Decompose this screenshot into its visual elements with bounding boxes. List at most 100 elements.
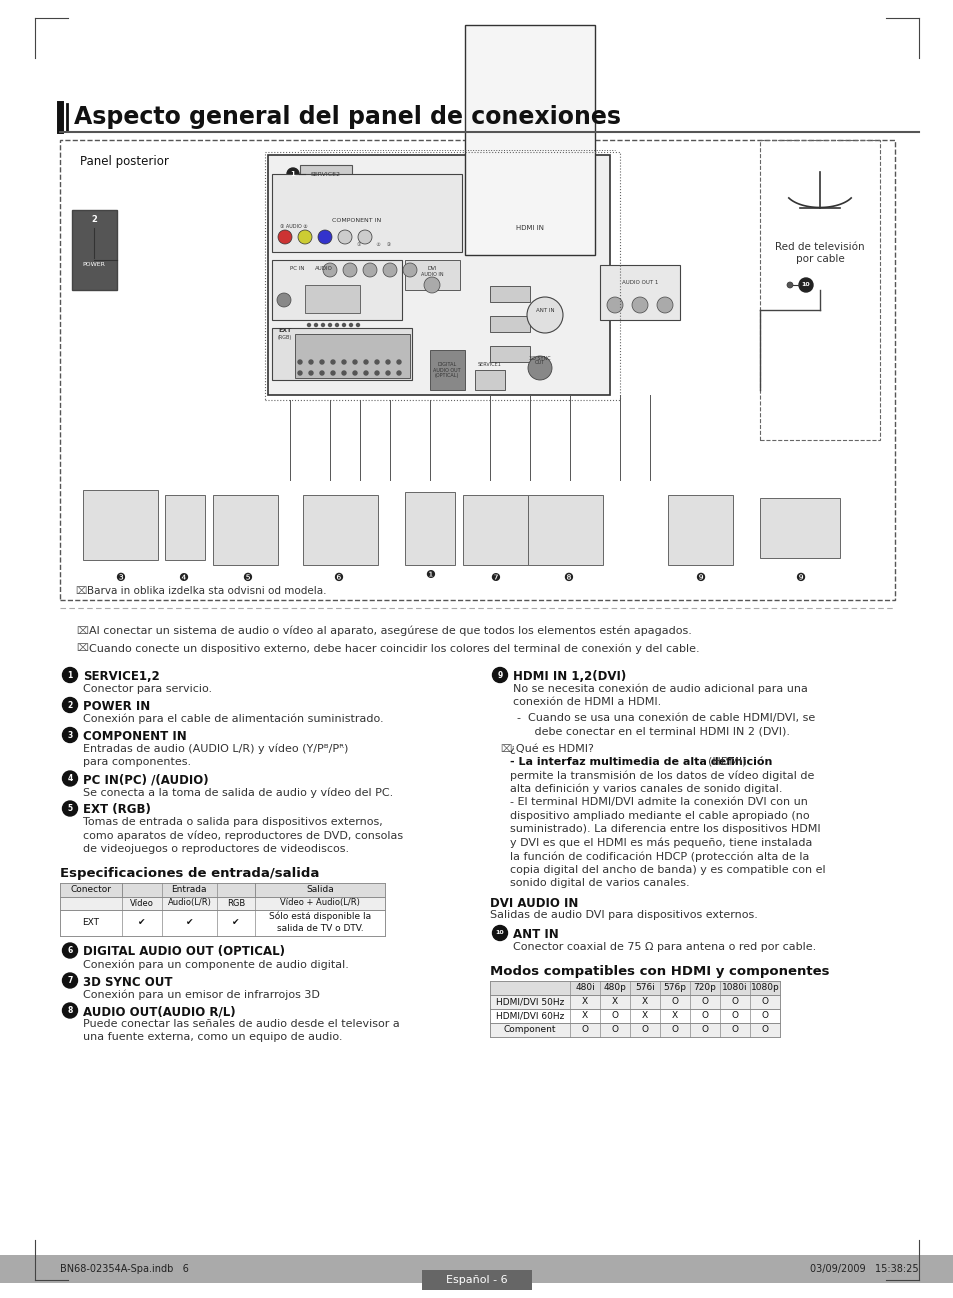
Text: Se conecta a la toma de salida de audio y vídeo del PC.: Se conecta a la toma de salida de audio … — [83, 787, 393, 797]
Text: OUT: OUT — [535, 361, 544, 366]
Text: suministrado). La diferencia entre los dispositivos HDMI: suministrado). La diferencia entre los d… — [510, 824, 820, 835]
Bar — [599, 265, 679, 321]
Text: Aspecto general del panel de conexiones: Aspecto general del panel de conexiones — [74, 105, 620, 129]
Bar — [213, 495, 277, 565]
Circle shape — [786, 282, 792, 288]
Bar — [490, 347, 530, 362]
Text: ❾: ❾ — [695, 572, 704, 583]
Text: SERVICE1,2: SERVICE1,2 — [83, 670, 159, 683]
Bar — [760, 498, 840, 558]
Bar — [490, 1009, 780, 1023]
Bar — [462, 495, 527, 565]
Circle shape — [341, 371, 346, 375]
Text: (OPTICAL): (OPTICAL) — [435, 374, 458, 379]
Text: X: X — [641, 997, 647, 1006]
Bar — [490, 286, 530, 302]
Text: X: X — [641, 1011, 647, 1020]
Circle shape — [337, 230, 352, 244]
Text: 4: 4 — [68, 774, 72, 783]
Text: O: O — [671, 1025, 678, 1035]
Text: O: O — [611, 1025, 618, 1035]
Text: HDMI IN: HDMI IN — [516, 225, 543, 231]
Text: ✔: ✔ — [232, 918, 239, 927]
Text: O: O — [760, 997, 768, 1006]
Text: HDMI IN 1,2(DVI): HDMI IN 1,2(DVI) — [513, 670, 625, 683]
Text: Conector coaxial de 75 Ω para antena o red por cable.: Conector coaxial de 75 Ω para antena o r… — [513, 941, 816, 951]
Circle shape — [343, 263, 356, 276]
Text: Entradas de audio (AUDIO L/R) y vídeo (Y/Pᴮ/Pᴿ): Entradas de audio (AUDIO L/R) y vídeo (Y… — [83, 744, 348, 754]
Circle shape — [287, 167, 298, 180]
Text: O: O — [700, 997, 708, 1006]
Text: 03/09/2009   15:38:25: 03/09/2009 15:38:25 — [809, 1264, 918, 1275]
Text: debe conectar en el terminal HDMI IN 2 (DVI).: debe conectar en el terminal HDMI IN 2 (… — [510, 727, 789, 737]
Text: permite la transmisión de los datos de vídeo digital de: permite la transmisión de los datos de v… — [510, 771, 814, 781]
Bar — [305, 286, 359, 313]
Text: 1080i: 1080i — [721, 984, 747, 993]
Text: Barva in oblika izdelka sta odvisni od modela.: Barva in oblika izdelka sta odvisni od m… — [87, 585, 326, 596]
Text: copia digital del ancho de banda) y es compatible con el: copia digital del ancho de banda) y es c… — [510, 864, 824, 875]
Text: EXT: EXT — [82, 918, 99, 927]
Text: AUDIO IN: AUDIO IN — [420, 271, 443, 276]
Circle shape — [363, 263, 376, 276]
Text: como aparatos de vídeo, reproductores de DVD, consolas: como aparatos de vídeo, reproductores de… — [83, 831, 403, 841]
Circle shape — [353, 371, 356, 375]
Circle shape — [309, 371, 313, 375]
Circle shape — [527, 356, 552, 380]
Circle shape — [314, 323, 317, 327]
Text: (RGB): (RGB) — [277, 335, 292, 340]
Text: sonido digital de varios canales.: sonido digital de varios canales. — [510, 879, 689, 889]
Bar — [272, 260, 401, 321]
Text: ⌧: ⌧ — [76, 643, 88, 653]
Text: Sólo está disponible la: Sólo está disponible la — [269, 911, 371, 922]
Circle shape — [297, 360, 302, 363]
Bar — [165, 495, 205, 559]
Text: 10: 10 — [801, 283, 809, 287]
Circle shape — [335, 323, 338, 327]
Text: ❾: ❾ — [794, 572, 804, 583]
Text: dispositivo ampliado mediante el cable apropiado (no: dispositivo ampliado mediante el cable a… — [510, 811, 809, 822]
Text: O: O — [671, 997, 678, 1006]
Circle shape — [307, 331, 310, 335]
Bar — [405, 260, 459, 289]
Text: X: X — [671, 1011, 678, 1020]
Bar — [268, 154, 609, 395]
Circle shape — [335, 340, 338, 343]
Circle shape — [423, 276, 439, 293]
Bar — [272, 174, 461, 252]
Circle shape — [63, 727, 77, 742]
Circle shape — [492, 667, 507, 683]
Text: EXT: EXT — [277, 327, 291, 332]
Text: O: O — [640, 1025, 648, 1035]
Circle shape — [307, 340, 310, 343]
Bar — [464, 25, 595, 254]
Text: O: O — [731, 1011, 738, 1020]
Text: Especificaciones de entrada/salida: Especificaciones de entrada/salida — [60, 867, 319, 880]
Circle shape — [382, 263, 396, 276]
Circle shape — [396, 371, 400, 375]
Circle shape — [297, 230, 312, 244]
Bar — [299, 165, 352, 183]
Text: ❹: ❹ — [178, 572, 188, 583]
Text: DIGITAL: DIGITAL — [436, 362, 456, 367]
Circle shape — [319, 360, 324, 363]
Bar — [421, 1269, 532, 1290]
Circle shape — [321, 340, 324, 343]
Circle shape — [297, 371, 302, 375]
Text: ❻: ❻ — [333, 572, 343, 583]
Circle shape — [63, 697, 77, 713]
Bar — [0, 1255, 953, 1282]
Text: COMPONENT IN: COMPONENT IN — [332, 218, 381, 222]
Bar — [60, 910, 385, 936]
Circle shape — [342, 323, 345, 327]
Text: ¿Qué es HDMI?: ¿Qué es HDMI? — [510, 744, 594, 754]
Text: SERVICE1: SERVICE1 — [477, 362, 501, 367]
Text: ANT IN: ANT IN — [513, 928, 558, 941]
Text: BN68-02354A-Spa.indb   6: BN68-02354A-Spa.indb 6 — [60, 1264, 189, 1275]
Text: (HDMI): (HDMI) — [707, 757, 745, 767]
Circle shape — [328, 331, 331, 335]
Text: COMPONENT IN: COMPONENT IN — [83, 729, 187, 742]
Text: HDMI/DVI 50Hz: HDMI/DVI 50Hz — [496, 997, 563, 1006]
Text: - El terminal HDMI/DVI admite la conexión DVI con un: - El terminal HDMI/DVI admite la conexió… — [510, 797, 807, 807]
Circle shape — [277, 230, 292, 244]
Text: 576p: 576p — [662, 984, 686, 993]
